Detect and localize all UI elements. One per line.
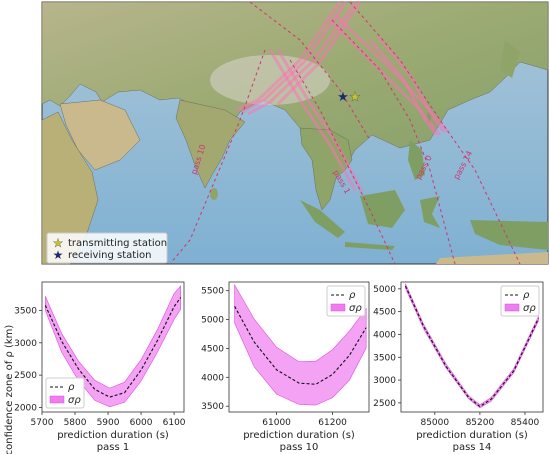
landmass-sri-lanka <box>210 188 218 200</box>
rho-line <box>404 285 539 408</box>
legend-rx-label: receiving station <box>68 250 151 261</box>
plot-frame <box>41 281 185 413</box>
receiving-station-star: ★ <box>337 90 349 105</box>
plot-frame <box>228 281 370 413</box>
orbit-pass-0 <box>331 19 456 265</box>
legend-rho-label: ρ <box>523 290 530 301</box>
y-tick-label: 2500 <box>373 399 396 409</box>
x-tick-label: 6000 <box>130 418 153 428</box>
y-tick-label: 3500 <box>201 402 224 412</box>
y-tick-label: 5000 <box>373 285 396 295</box>
sigma-band <box>234 283 367 406</box>
track-pass-0 <box>328 18 442 136</box>
x-tick-label: 5900 <box>97 418 120 428</box>
landmass-australia <box>436 252 548 264</box>
y-tick-label: 2000 <box>14 403 37 413</box>
landmass-borneo <box>360 190 405 228</box>
landmass-arabia <box>59 99 141 171</box>
x-tick-label: 85000 <box>420 418 449 428</box>
legend-sigma-label: σρ <box>349 303 362 314</box>
x-axis-label: prediction duration (s) <box>416 430 528 441</box>
chart-subtitle: pass 1 <box>97 442 129 453</box>
x-tick-label: 6100 <box>163 418 186 428</box>
orbit-pass-x <box>249 1 371 141</box>
legend-sigma-swatch <box>49 395 65 404</box>
track-pass-14 <box>368 39 438 136</box>
track-pass-1-south-b <box>276 49 364 193</box>
x-tick-label: 5700 <box>31 418 54 428</box>
landmass-sumatra <box>300 200 345 238</box>
y-tick-label: 4500 <box>201 344 224 354</box>
landmass-africa <box>41 111 99 265</box>
track-pass-1 <box>235 1 342 112</box>
y-tick-label: 3500 <box>14 306 37 316</box>
y-tick-label: 4000 <box>201 373 224 383</box>
legend-tx-label: transmitting station <box>68 238 167 249</box>
plot-frame <box>400 281 544 413</box>
landmass-java <box>345 242 395 250</box>
rho-line <box>44 297 182 398</box>
legend-sigma-label: σρ <box>68 395 81 406</box>
y-tick-label: 5000 <box>201 316 224 326</box>
track-pass-1-south <box>268 49 357 191</box>
y-tick-label: 3500 <box>373 353 396 363</box>
chart-subtitle: pass 14 <box>453 442 492 453</box>
legend-rho-label: ρ <box>68 382 75 393</box>
chart-pass-1: 2000 2500 3000 3500 5700 5800 5900 6000 6100 pred… <box>14 281 186 453</box>
legend-sigma-swatch <box>330 303 346 312</box>
sigma-band <box>405 283 539 409</box>
chart-pass-14: 2500 3000 3500 4000 4500 5000 85000 85200 85400 p… <box>373 281 544 453</box>
rho-line <box>234 306 367 385</box>
legend-rx-icon: ★ <box>53 248 64 262</box>
track-pass-14-b <box>376 35 446 133</box>
y-tick-label: 4500 <box>373 308 396 318</box>
chart-pass-10: 3500 4000 4500 5000 5500 61000 61200 prediction… <box>201 281 370 453</box>
y-tick-label: 2500 <box>14 371 37 381</box>
legend-tx-icon: ★ <box>53 236 64 250</box>
landmass-japan <box>500 40 520 78</box>
x-axis-label: prediction duration (s) <box>57 430 169 441</box>
ground-tracks <box>235 1 450 193</box>
legend-sigma-swatch <box>504 303 520 312</box>
track-pass-1-c <box>247 1 358 116</box>
chart-subtitle: pass 10 <box>280 442 319 453</box>
landmass-sulawesi <box>420 196 440 228</box>
charts-row: confidence zone of ρ (km) 20002500300035… <box>4 281 544 454</box>
track-pass-1-b <box>241 1 348 114</box>
track-pass-1-d <box>276 1 362 106</box>
x-tick-label: 61000 <box>262 418 291 428</box>
transmitting-station-star: ★ <box>349 90 361 105</box>
orbit-dashes <box>169 1 521 265</box>
y-tick-label: 3000 <box>14 339 37 349</box>
legend-sigma-label: σρ <box>523 303 536 314</box>
x-tick-label: 85400 <box>511 418 540 428</box>
landmass-new-guinea <box>470 220 548 250</box>
x-tick-label: 85200 <box>466 418 495 428</box>
orbit-pass-10 <box>169 49 266 265</box>
map-panel: pass 10 pass 1 pass 0 pass 14 ★ ★ ★ tran… <box>41 1 549 265</box>
x-tick-label: 5800 <box>64 418 87 428</box>
y-tick-label: 3000 <box>373 376 396 386</box>
legend-rho-label: ρ <box>349 290 356 301</box>
y-axis-title: confidence zone of ρ (km) <box>4 325 15 454</box>
orbit-pass-1 <box>289 59 396 265</box>
map-legend: ★ transmitting station ★ receiving stati… <box>46 232 168 264</box>
x-tick-label: 61200 <box>318 418 347 428</box>
x-axis-label: prediction duration (s) <box>243 430 355 441</box>
landmass-philippines <box>408 140 425 180</box>
y-tick-label: 4000 <box>373 330 396 340</box>
landmass-india <box>175 99 246 189</box>
y-tick-label: 5500 <box>201 287 224 297</box>
